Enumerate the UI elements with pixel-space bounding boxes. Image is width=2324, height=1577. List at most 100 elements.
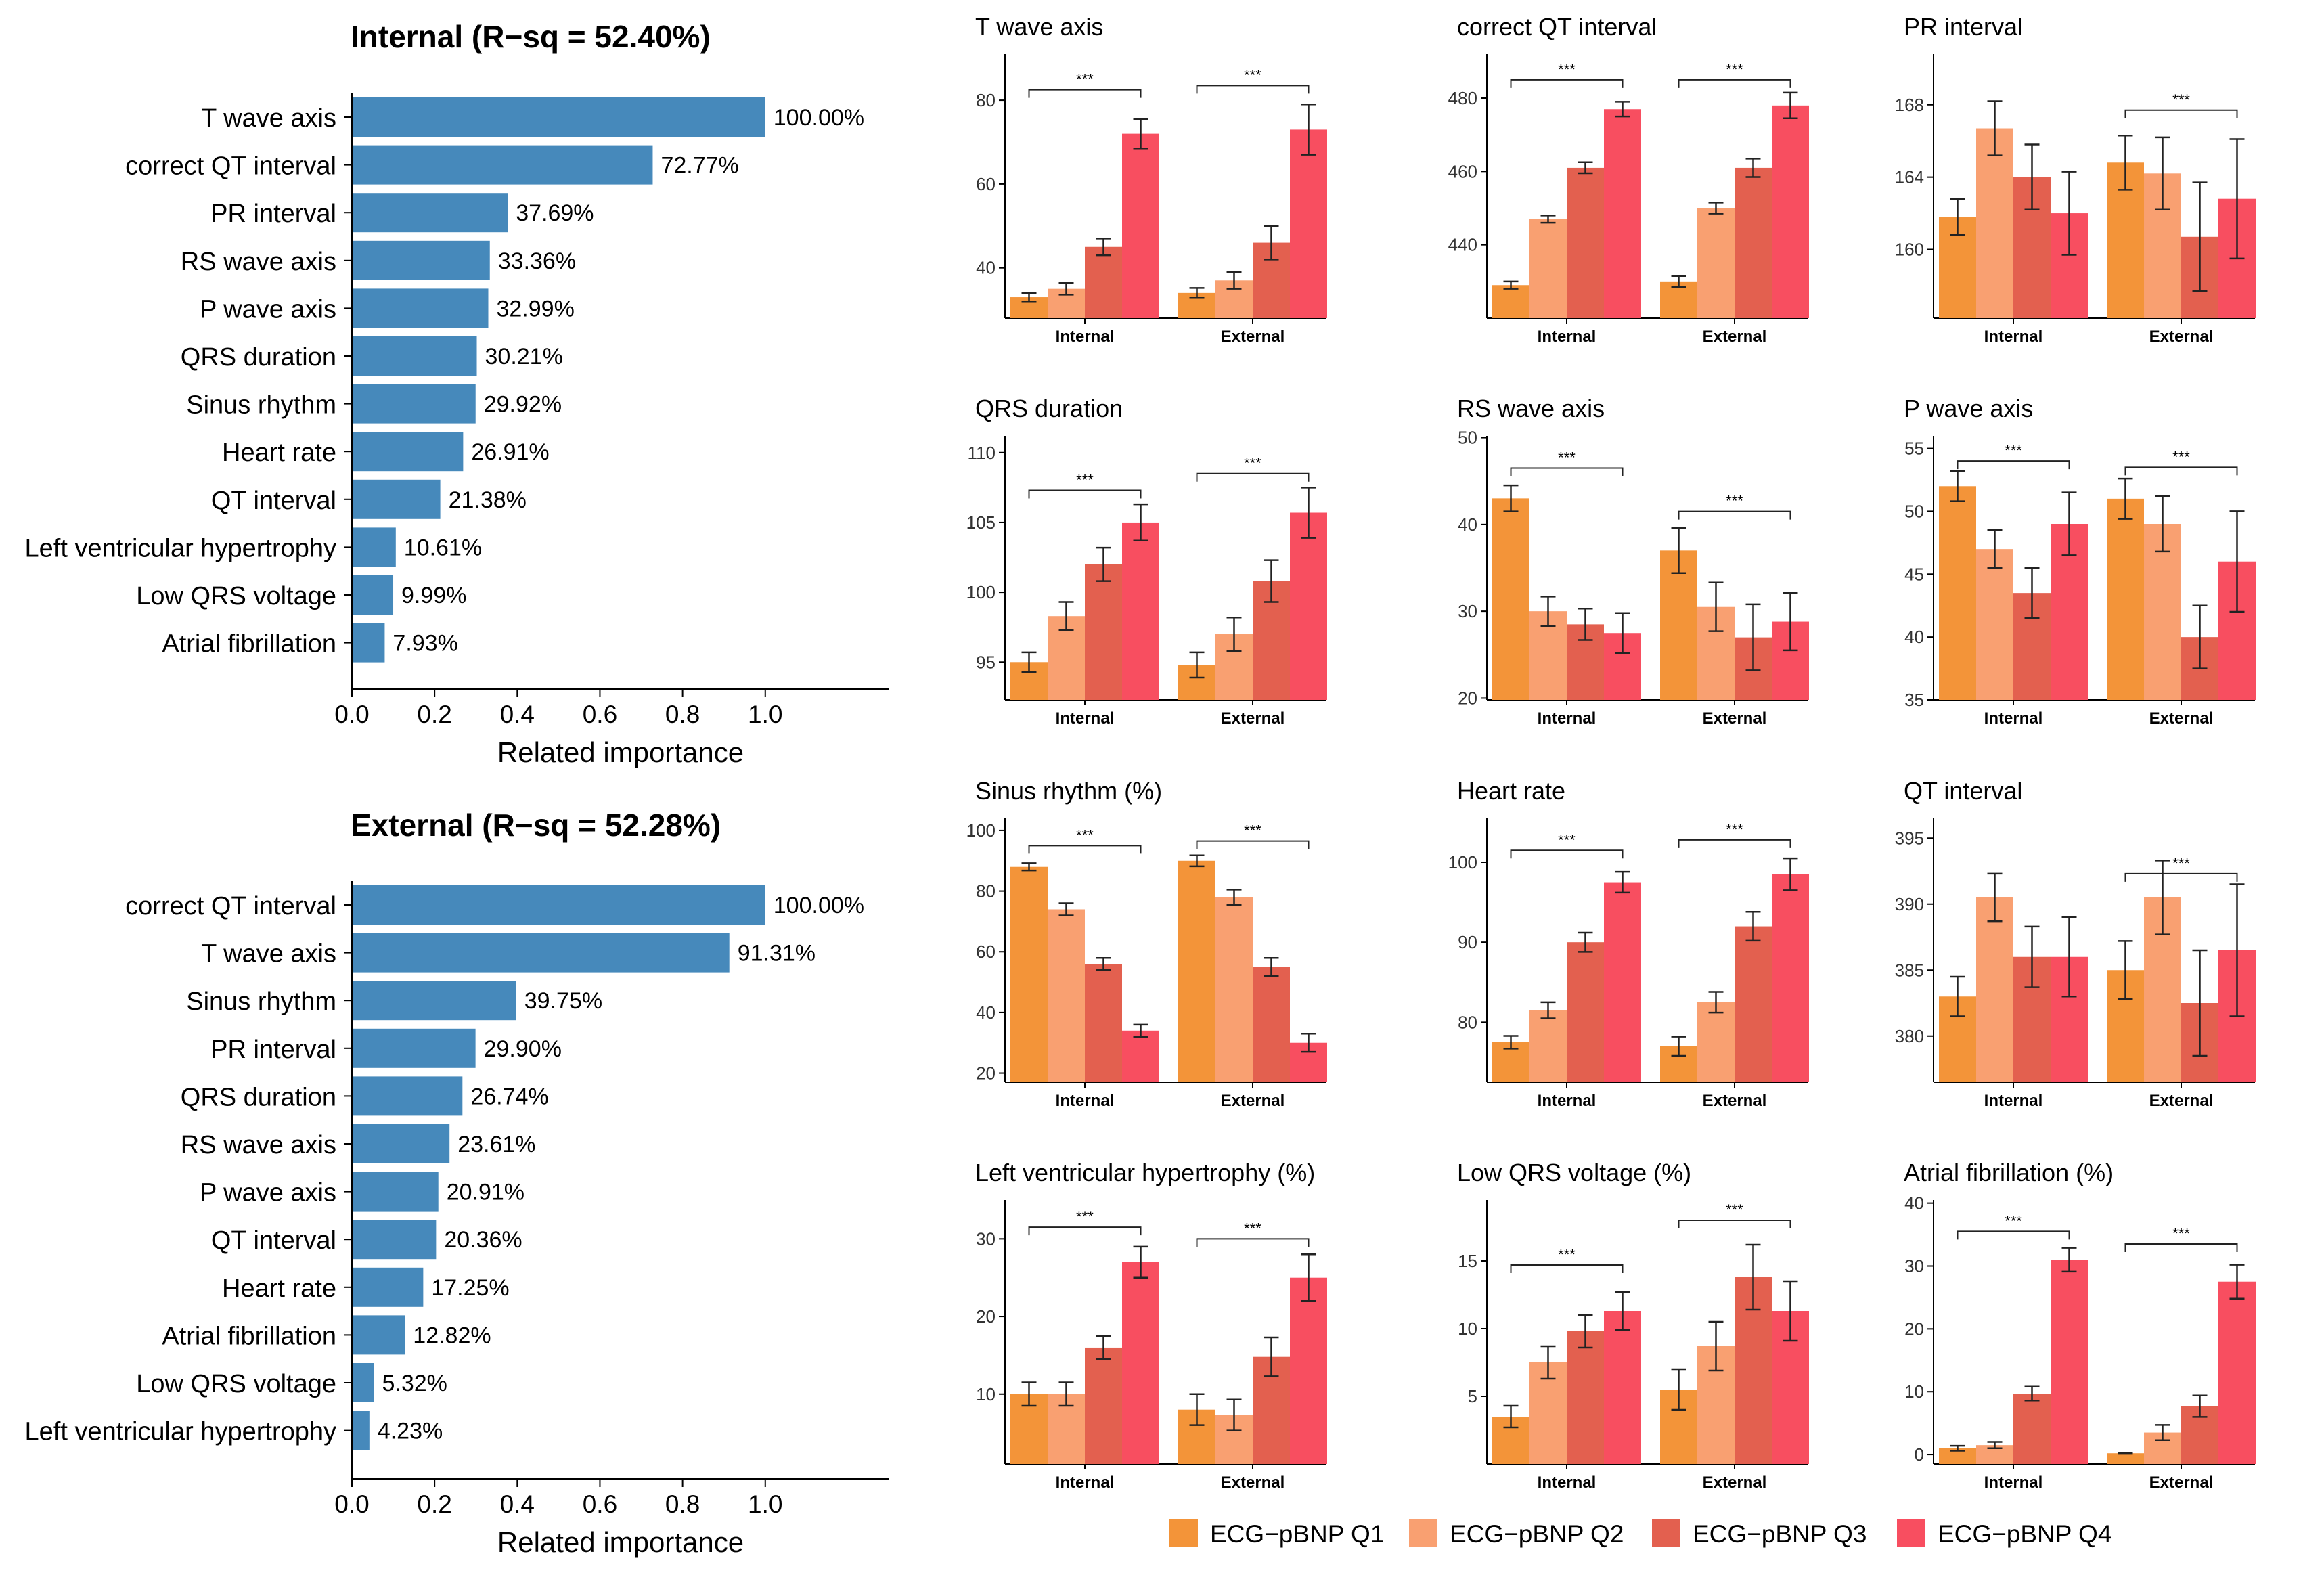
significance-label: ***	[1558, 831, 1576, 848]
value-label: 100.00%	[774, 105, 864, 131]
significance-bracket	[1510, 467, 1624, 476]
significance-bracket	[1028, 845, 1142, 854]
importance-bar	[352, 432, 464, 472]
y-tick-label: 35	[1904, 690, 1924, 710]
y-tick-label: 40	[1458, 514, 1477, 535]
y-tick-label: 40	[976, 1002, 996, 1023]
x-axis-title: Related importance	[497, 1526, 744, 1558]
significance-bracket	[1957, 1230, 2070, 1240]
value-label: 9.99%	[401, 583, 466, 608]
significance-bracket	[2124, 1243, 2238, 1252]
y-tick-label: 40	[1904, 627, 1924, 647]
category-label: T wave axis	[201, 940, 336, 969]
group-bar	[1772, 874, 1809, 1082]
group-bar	[1290, 512, 1327, 700]
category-label: QRS duration	[181, 343, 336, 372]
importance-bar	[352, 1124, 450, 1163]
significance-label: ***	[1558, 1246, 1576, 1263]
y-tick-label: 90	[1458, 932, 1477, 952]
legend-swatch	[1409, 1519, 1437, 1547]
group-bar	[1085, 1347, 1122, 1464]
group-label: External	[1221, 1092, 1285, 1110]
y-tick-label: 20	[1904, 1318, 1924, 1339]
group-bar	[1697, 1002, 1735, 1082]
value-label: 33.36%	[498, 248, 576, 274]
group-bar	[1048, 909, 1085, 1082]
significance-label: ***	[1244, 455, 1261, 472]
group-label: External	[1703, 1473, 1767, 1492]
significance-bracket	[1028, 1226, 1142, 1236]
y-tick-label: 30	[976, 1228, 996, 1249]
y-tick-label: 390	[1895, 894, 1924, 914]
value-label: 91.31%	[738, 941, 815, 967]
panel-title: Sinus rhythm (%)	[975, 777, 1162, 805]
significance-label: ***	[1076, 71, 1094, 88]
group-bar	[1122, 133, 1159, 318]
y-tick-label: 10	[976, 1384, 996, 1404]
category-label: Atrial fibrillation	[162, 630, 336, 659]
significance-bracket	[2124, 466, 2238, 476]
group-bar	[1772, 105, 1809, 319]
value-label: 17.25%	[431, 1275, 509, 1301]
group-label: Internal	[1538, 1092, 1596, 1110]
group-bar	[2107, 1453, 2144, 1464]
significance-label: ***	[2172, 448, 2190, 465]
group-bar	[1529, 1010, 1567, 1082]
group-label: Internal	[1984, 709, 2043, 728]
y-tick-label: 460	[1448, 161, 1477, 181]
group-label: Internal	[1056, 709, 1115, 728]
category-label: QT interval	[211, 1226, 336, 1255]
value-label: 29.90%	[484, 1036, 562, 1062]
category-label: Low QRS voltage	[136, 582, 336, 610]
importance-bar	[352, 981, 516, 1021]
value-label: 5.32%	[382, 1371, 447, 1396]
group-label: External	[1221, 328, 1285, 346]
group-label: Internal	[1538, 328, 1596, 346]
group-label: External	[2149, 1473, 2214, 1492]
significance-label: ***	[1076, 826, 1094, 843]
group-bar	[1735, 167, 1772, 318]
group-bar	[1567, 942, 1604, 1082]
group-bar	[1085, 564, 1122, 700]
group-bar	[1604, 882, 1641, 1082]
significance-bracket	[1678, 79, 1791, 88]
group-bar	[1085, 246, 1122, 318]
significance-bracket	[1028, 89, 1142, 98]
panel-title: Atrial fibrillation (%)	[1904, 1159, 2114, 1186]
significance-bracket	[2124, 109, 2238, 118]
group-bar	[2218, 1281, 2256, 1464]
significance-bracket	[1510, 79, 1624, 88]
group-bar	[1215, 897, 1253, 1082]
category-label: Atrial fibrillation	[162, 1322, 336, 1350]
y-tick-label: 110	[968, 443, 996, 463]
group-bar	[1976, 549, 2013, 700]
importance-bar	[352, 575, 394, 615]
panel-title: QT interval	[1904, 777, 2022, 805]
y-tick-label: 95	[976, 652, 996, 672]
y-tick-label: 50	[1904, 501, 1924, 521]
group-bar	[1492, 285, 1529, 318]
y-tick-label: 385	[1895, 960, 1924, 980]
y-tick-label: 440	[1448, 235, 1477, 255]
group-bar	[1122, 1030, 1159, 1082]
group-label: Internal	[1056, 328, 1115, 346]
group-bar	[2107, 498, 2144, 700]
y-tick-label: 60	[976, 174, 996, 194]
significance-bracket	[1957, 460, 2070, 470]
significance-bracket	[2124, 872, 2238, 882]
y-tick-label: 10	[1904, 1381, 1924, 1402]
x-tick-label: 0.6	[583, 1490, 617, 1518]
category-label: PR interval	[210, 1036, 336, 1064]
value-label: 72.77%	[661, 153, 738, 179]
group-bar	[1253, 967, 1290, 1082]
panel-title: Heart rate	[1457, 777, 1565, 805]
significance-label: ***	[1558, 61, 1576, 78]
category-label: P wave axis	[200, 295, 336, 324]
category-label: Low QRS voltage	[136, 1370, 336, 1398]
significance-bracket	[1196, 472, 1310, 482]
panel-title: T wave axis	[975, 13, 1103, 41]
importance-bar	[352, 1411, 370, 1450]
group-bar	[1085, 964, 1122, 1082]
panel-title: PR interval	[1904, 13, 2023, 41]
group-bar	[1939, 1448, 1976, 1464]
